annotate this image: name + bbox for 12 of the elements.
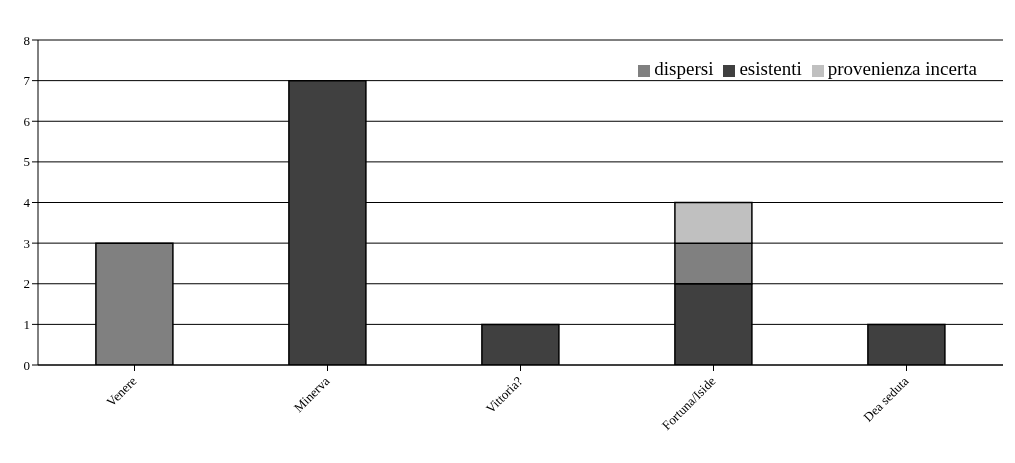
y-tick-label: 5 [23,154,30,170]
y-tick-label: 0 [23,357,30,373]
y-tick-label: 8 [23,32,30,48]
legend-label: esistenti [739,58,802,79]
y-tick-label: 1 [23,316,30,332]
y-tick-label: 4 [23,195,31,211]
y-tick-label: 6 [23,113,31,129]
y-tick-label: 2 [23,276,30,292]
legend-label: dispersi [654,58,714,79]
y-tick-label: 3 [23,235,30,251]
y-tick-label: 7 [23,73,31,89]
legend-label: provenienza incerta [827,58,977,79]
